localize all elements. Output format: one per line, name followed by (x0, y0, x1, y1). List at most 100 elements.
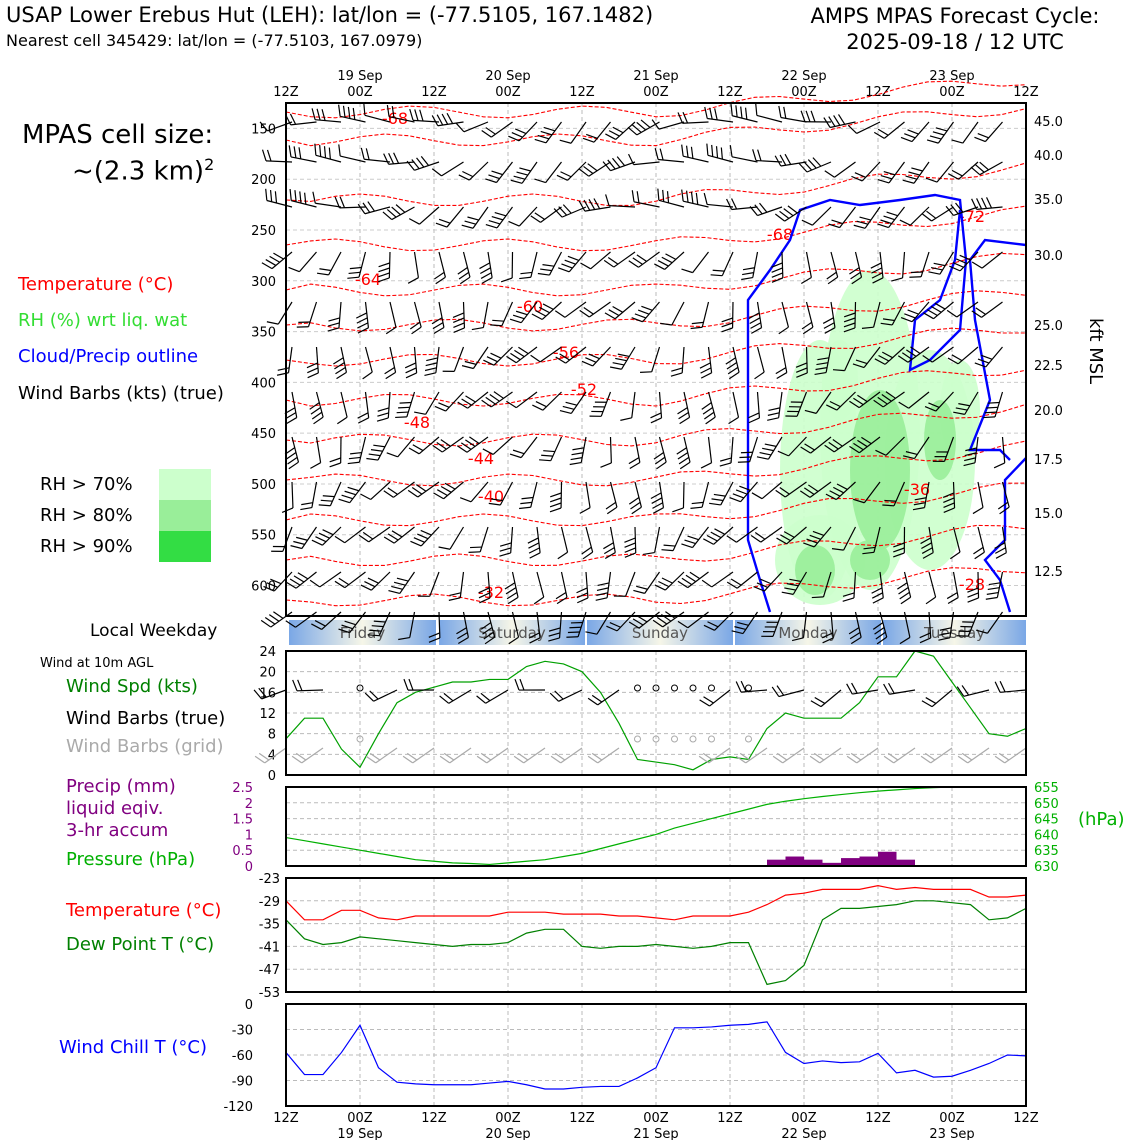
wind-barb-upper-staff (584, 206, 611, 212)
wind-barb-upper-staff (425, 391, 440, 415)
wind-barb-upper-staff (952, 481, 956, 509)
wind-barb-upper-flag (928, 271, 941, 275)
wind-barb-upper (973, 526, 985, 560)
wind-barb-upper-flag (748, 417, 760, 424)
wind-barb-10m-flag (587, 697, 599, 706)
wind-barb-upper-staff (844, 346, 857, 371)
wind-barb-upper-flag (849, 400, 860, 409)
wind-barb-upper (409, 301, 422, 335)
wind-barb-upper-flag (898, 401, 910, 409)
wind-barb-10m-flag (921, 700, 933, 708)
wind-barb-upper-flag (642, 551, 655, 556)
wind-barb-upper-flag (512, 314, 525, 320)
wind-barb-upper-staff (711, 571, 734, 588)
wind-barb-upper-flag (593, 406, 605, 408)
wind-barb-upper (499, 526, 514, 557)
wind-barb-upper (580, 251, 611, 270)
wind-barb-10m (549, 689, 583, 702)
wind-barb-upper-flag (405, 372, 417, 379)
wind-barb-upper (457, 391, 489, 409)
wind-barb-upper (605, 121, 636, 140)
wind-barb-upper-flag (301, 502, 313, 506)
wind-barb-upper-flag (407, 277, 419, 284)
wind-barb-upper-flag (620, 417, 632, 421)
wind-barb-upper-staff (328, 251, 342, 276)
wind-barb-upper-flag (641, 305, 653, 311)
wind-barb-upper-flag (311, 539, 323, 546)
wind-barb-upper (785, 391, 808, 417)
wind-barb-upper-staff (613, 251, 636, 268)
wind-barb-upper (826, 391, 856, 411)
wind-barb-upper-flag (415, 484, 427, 492)
wind-barb-upper-flag (814, 371, 827, 376)
wind-barb-upper-staff (707, 346, 713, 373)
wind-barb-upper-staff (388, 251, 391, 279)
wind-barb-upper-flag (823, 322, 835, 329)
wind-barb-upper-flag (700, 372, 712, 379)
temp-contour-line (285, 80, 1027, 119)
wind-barb-upper-flag (297, 572, 309, 580)
wind-barb-upper-flag (800, 446, 811, 454)
wind-barb-upper-flag (264, 617, 276, 625)
wind-barb-upper-staff (731, 206, 758, 211)
wind-barb-upper-flag (628, 621, 640, 629)
wind-barb-upper-staff (863, 481, 881, 504)
wind-barb-10m-flag (956, 686, 965, 697)
wind-barb-upper-staff (435, 346, 440, 373)
wind-barb-upper (814, 346, 832, 376)
legend-rh: RH (%) wrt liq. wat (18, 310, 188, 331)
wind-barb-upper-staff (767, 436, 783, 460)
wind-barb-upper (741, 251, 759, 281)
wind-barb-upper-flag (712, 269, 725, 272)
wind-barb-upper-flag (843, 322, 856, 328)
wind-barb-upper-flag (740, 451, 753, 454)
wind-barb-upper-flag (759, 451, 772, 456)
wind-barb-upper-flag (338, 577, 350, 586)
wind-barb-upper (358, 526, 391, 543)
wind-barb-upper-staff (784, 206, 807, 222)
wind-barb-upper-staff (560, 526, 569, 553)
wind-barb-upper-flag (993, 462, 1005, 469)
wind-barb-upper (778, 105, 807, 123)
top-hour-tick-label: 00Z (643, 85, 669, 100)
wind-barb-upper-flag (548, 632, 561, 637)
wind-barb-upper-flag (774, 213, 786, 222)
wind-barb-upper (953, 391, 979, 415)
wind-barb-upper-flag (432, 322, 444, 330)
wind-barb-upper-flag (460, 442, 472, 450)
wind-barb-upper-flag (964, 452, 977, 457)
wind-barb-10m (699, 689, 731, 707)
wind-barb-upper (677, 391, 691, 425)
wind-barb-upper (519, 251, 538, 280)
wind-barb-10m-staff (448, 689, 472, 704)
wind-barb-upper (383, 152, 415, 165)
wind-barb-upper (893, 526, 906, 558)
wind-barb-upper (360, 481, 391, 501)
wind-barb-upper-flag (781, 591, 794, 595)
wind-barb-upper-staff (756, 346, 765, 373)
calm-circle-grid (671, 735, 678, 743)
wind-barb-upper (849, 436, 881, 454)
wind-barb-upper (798, 157, 832, 173)
calm-circle (671, 684, 678, 692)
wind-barb-upper (284, 113, 317, 126)
wind-barb-upper-flag (535, 310, 547, 317)
top-date-label: 20 Sep (485, 69, 530, 84)
wind-barb-upper-flag (521, 496, 534, 500)
wind-barb-upper-flag (881, 351, 893, 359)
wind-barb-upper-flag (309, 402, 320, 410)
wind-barb-upper-flag (679, 461, 691, 470)
wind-barb-upper (604, 301, 636, 320)
wind-barb-upper-flag (853, 442, 864, 451)
wind-barb-grid-flag (587, 755, 599, 764)
wind-barb-upper-staff (721, 251, 734, 276)
wind-barb-10m-staff (261, 689, 287, 700)
wind-barb-upper-staff (809, 481, 832, 498)
wind-barb-upper-flag (265, 188, 268, 201)
calm-circle (708, 684, 715, 692)
wind-barb-upper-flag (677, 112, 684, 124)
wind-barb-upper (677, 611, 709, 629)
wind-barb-upper-flag (543, 450, 555, 453)
bottom-date-label: 19 Sep (337, 1127, 382, 1140)
wind-barb-upper-flag (433, 492, 444, 500)
